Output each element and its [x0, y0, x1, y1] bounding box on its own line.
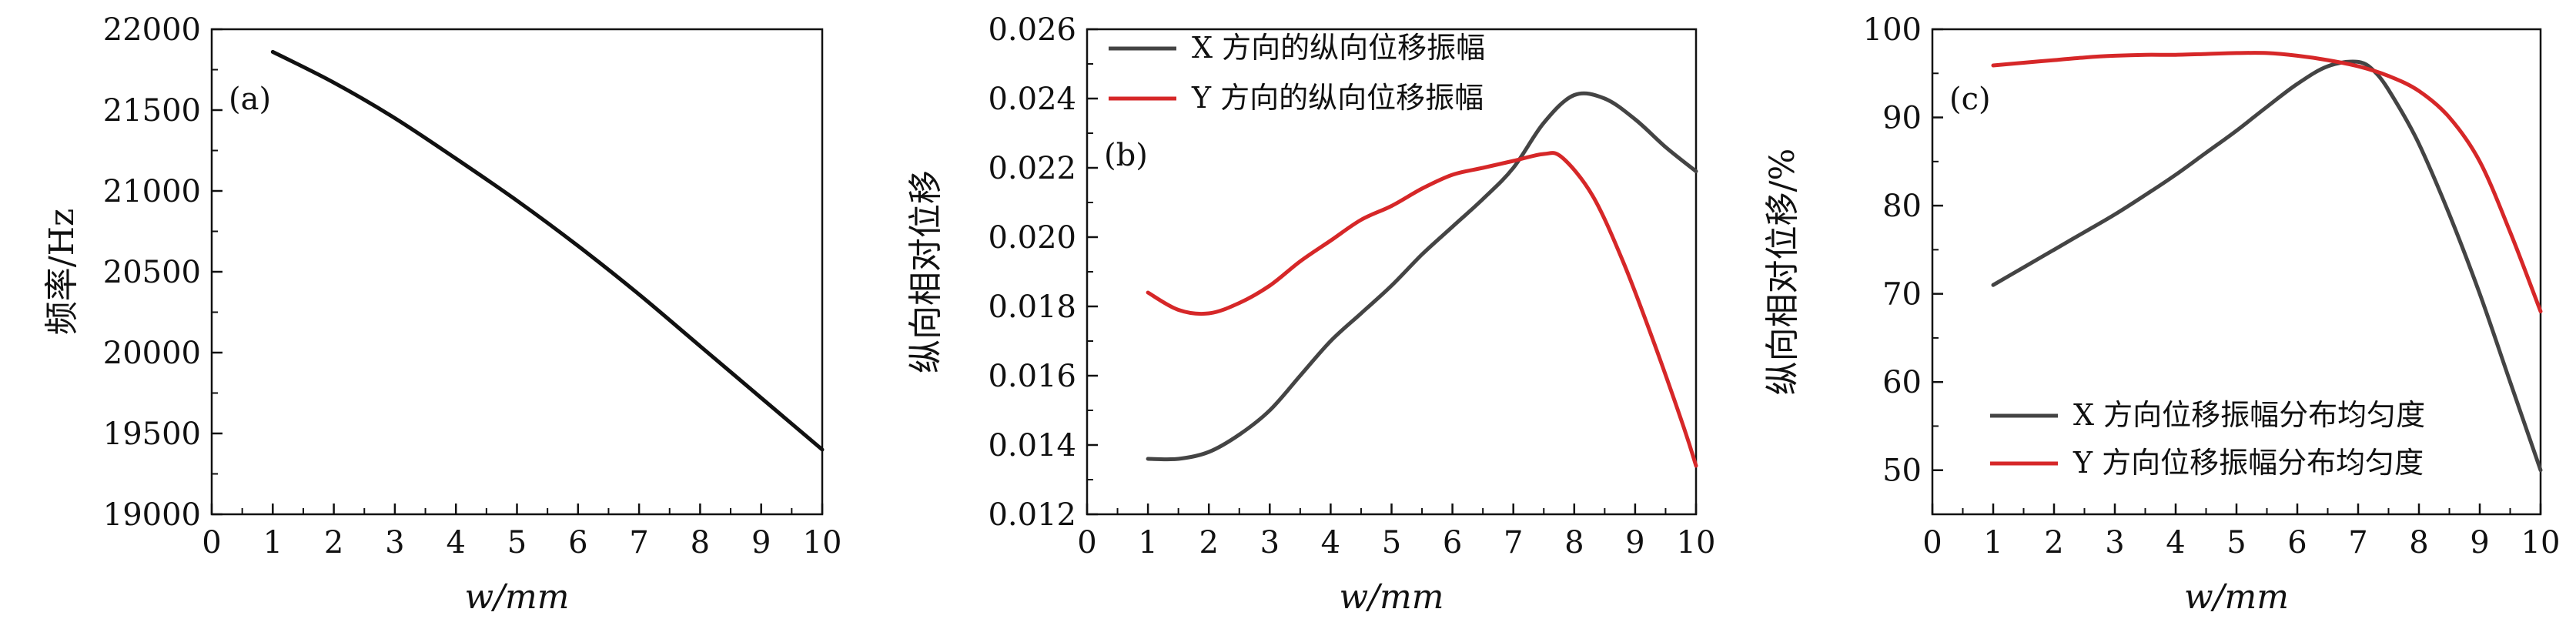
x-tick-label: 2 — [324, 525, 343, 560]
x-tick-label: 4 — [446, 525, 465, 560]
series-line-1 — [1991, 59, 2543, 473]
x-tick-label: 2 — [2044, 525, 2063, 560]
x-tick-label: 7 — [2348, 525, 2367, 560]
y-tick-label: 22000 — [103, 12, 201, 48]
y-tick-label: 0.022 — [988, 151, 1076, 186]
y-tick-label: 60 — [1882, 365, 1922, 400]
x-tick-label: 0 — [202, 525, 221, 560]
x-axis-label: w/mm — [1340, 577, 1444, 617]
y-axis-label: 纵向相对位移 — [906, 170, 945, 373]
series-line-2 — [1146, 151, 1698, 468]
x-tick-label: 9 — [1625, 525, 1644, 560]
series-line-1 — [270, 49, 825, 452]
y-tick-label: 19500 — [103, 417, 201, 452]
y-tick-label: 0.016 — [988, 359, 1076, 394]
series-line-2 — [1991, 51, 2543, 313]
x-tick-label: 4 — [2166, 525, 2185, 560]
y-tick-label: 21000 — [103, 174, 201, 209]
y-tick-label: 70 — [1882, 277, 1922, 313]
x-tick-label: 6 — [1443, 525, 1462, 560]
y-tick-label: 90 — [1882, 101, 1922, 136]
legend-entry-2: Y 方向位移振幅分布均匀度 — [2073, 446, 2424, 480]
x-tick-label: 2 — [1199, 525, 1218, 560]
y-tick-label: 0.014 — [988, 428, 1076, 463]
y-tick-label: 21500 — [103, 93, 201, 129]
panel-label: (a) — [229, 82, 271, 117]
x-tick-label: 8 — [1564, 525, 1584, 560]
y-tick-label: 19000 — [103, 497, 201, 533]
chart-panel-2: 0 1 2 3 4 5 6 7 8 9 10 0.012 0.014 0.016 0.018 0.020 0.0… — [906, 12, 1715, 617]
x-tick-label: 1 — [263, 525, 283, 560]
x-axis-label: w/mm — [465, 577, 570, 617]
x-tick-label: 0 — [1922, 525, 1942, 560]
x-tick-label: 3 — [1260, 525, 1280, 560]
x-axis-label: w/mm — [2184, 577, 2289, 617]
x-tick-label: 4 — [1321, 525, 1340, 560]
chart-panel-1: 0 1 2 3 4 5 6 7 8 9 10 19000 19500 20000 20500 21000 215… — [42, 12, 841, 617]
x-tick-label: 5 — [1382, 525, 1401, 560]
panel-label: (b) — [1104, 138, 1148, 173]
legend: X 方向位移振幅分布均匀度 Y 方向位移振幅分布均匀度 — [1990, 398, 2425, 480]
x-tick-label: 7 — [1504, 525, 1523, 560]
x-tick-label: 5 — [507, 525, 527, 560]
y-tick-label: 0.024 — [988, 82, 1076, 117]
x-tick-label: 10 — [2521, 525, 2561, 560]
x-tick-label: 6 — [2287, 525, 2307, 560]
y-tick-label: 100 — [1863, 12, 1922, 48]
legend-entry-2: Y 方向的纵向位移振幅 — [1191, 81, 1484, 115]
x-tick-label: 6 — [568, 525, 587, 560]
x-tick-label: 9 — [2470, 525, 2489, 560]
x-tick-label: 3 — [2105, 525, 2124, 560]
x-tick-label: 5 — [2226, 525, 2246, 560]
x-tick-label: 10 — [1677, 525, 1716, 560]
legend-entry-1: X 方向的纵向位移振幅 — [1192, 31, 1485, 65]
y-tick-label: 0.026 — [988, 12, 1076, 48]
y-axis-label: 频率/Hz — [42, 209, 82, 335]
y-tick-label: 80 — [1882, 189, 1922, 224]
y-tick-label: 50 — [1882, 453, 1922, 489]
x-tick-label: 10 — [803, 525, 842, 560]
x-tick-label: 9 — [751, 525, 771, 560]
x-tick-label: 3 — [385, 525, 404, 560]
series-line-1 — [1146, 91, 1698, 462]
x-tick-label: 8 — [2409, 525, 2428, 560]
legend-entry-1: X 方向位移振幅分布均匀度 — [2073, 398, 2425, 432]
y-tick-label: 20000 — [103, 336, 201, 371]
chart-panel-3: 0 1 2 3 4 5 6 7 8 9 10 50 60 70 80 90 100 w/mm 纵向相对位移/% (c)… — [1763, 12, 2560, 617]
panel-label: (c) — [1949, 82, 1991, 117]
y-tick-label: 0.018 — [988, 289, 1076, 325]
x-tick-label: 0 — [1077, 525, 1096, 560]
x-tick-label: 1 — [1138, 525, 1157, 560]
x-tick-label: 7 — [629, 525, 648, 560]
plot-frame — [1931, 28, 2542, 516]
x-tick-label: 8 — [691, 525, 710, 560]
plot-frame — [210, 28, 824, 516]
y-axis-label: 纵向相对位移/% — [1763, 149, 1802, 396]
y-tick-label: 0.020 — [988, 220, 1076, 256]
y-tick-label: 0.012 — [988, 497, 1076, 533]
y-tick-label: 20500 — [103, 255, 201, 290]
x-tick-label: 1 — [1983, 525, 2002, 560]
legend: X 方向的纵向位移振幅 Y 方向的纵向位移振幅 — [1109, 31, 1485, 115]
